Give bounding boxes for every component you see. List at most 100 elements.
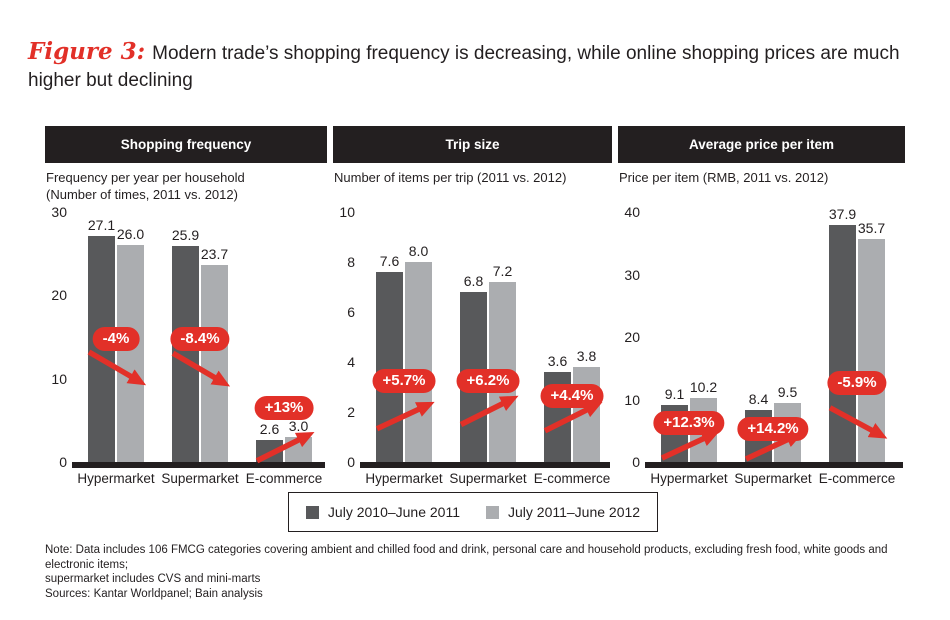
bar-group-supermarket: 6.8 7.2 +6.2%	[456, 212, 520, 462]
bar-s2	[405, 262, 432, 462]
footnotes: Note: Data includes 106 FMCG categories …	[45, 543, 925, 601]
bar-group-hypermarket: 27.1 26.0 -4%	[87, 212, 147, 462]
y-axis-tick: 10	[624, 391, 640, 408]
trend-arrow-icon	[87, 349, 147, 386]
bar-value-label: 3.0	[288, 418, 309, 434]
panel-shopping-frequency: Shopping frequency Frequency per year per…	[45, 126, 327, 498]
note-text: Note: Data includes 106 FMCG categories …	[45, 544, 888, 585]
bar-s1	[376, 272, 403, 462]
y-axis-tick: 0	[59, 454, 67, 470]
bar-value-label: 37.9	[828, 206, 857, 223]
y-axis-tick: 20	[51, 287, 67, 304]
category-label: E-commerce	[245, 471, 323, 486]
sources-text: Sources: Kantar Worldpanel; Bain analysi…	[45, 587, 263, 600]
chart-legend: July 2010–June 2011 July 2011–June 2012	[288, 492, 658, 532]
bar-value-label: 7.2	[492, 263, 513, 279]
y-axis-tick: 40	[624, 204, 640, 220]
category-label: Supermarket	[449, 471, 527, 486]
trend-arrow-icon	[660, 431, 720, 461]
category-label: Hypermarket	[650, 471, 728, 486]
bar-group-e-commerce: 2.6 3.0 +13%	[254, 212, 315, 464]
x-axis-baseline	[360, 462, 610, 468]
bar-value-label: 35.7	[857, 219, 886, 236]
plot-area: 27.1 26.0 -4% Hypermarket 25.9 23.7 -8.4% Super…	[72, 212, 325, 486]
change-badge-increase: +14.2%	[737, 417, 809, 441]
change-badge-increase: +13%	[254, 395, 314, 420]
bar-group-e-commerce: 3.6 3.8 +4.4%	[540, 212, 604, 462]
panel-subtitle: Frequency per year per household (Number…	[46, 170, 245, 202]
y-axis-tick: 20	[624, 329, 640, 345]
chart-area: 0 10 20 30 40 9.1 10.2 +12.3% Hypermarket 8.4 9.5 +…	[618, 204, 905, 492]
y-axis-tick: 0	[347, 454, 355, 470]
y-axis-tick: 8	[347, 254, 355, 270]
legend-item: July 2011–June 2012	[486, 504, 640, 520]
bar-value-label: 10.2	[689, 379, 718, 396]
panel-header: Average price per item	[618, 126, 905, 163]
y-axis-tick: 0	[632, 454, 640, 470]
bar-value-label: 2.6	[259, 421, 280, 438]
panel-trip-size: Trip size Number of items per trip (2011 …	[333, 126, 612, 498]
bar-s1	[829, 225, 856, 462]
bar-value-label: 3.6	[547, 353, 568, 369]
category-label: Supermarket	[161, 471, 239, 486]
bar-value-label: 7.6	[379, 253, 400, 269]
category-label: Supermarket	[734, 471, 812, 486]
chart-area: 0 10 20 30 27.1 26.0 -4% Hypermarket 25.9 23.7 -8.…	[45, 204, 327, 492]
bar-group-supermarket: 8.4 9.5 +14.2%	[737, 212, 809, 462]
change-badge-decrease: -4%	[92, 327, 140, 351]
change-badge-increase: +6.2%	[456, 368, 520, 393]
category-label: E-commerce	[533, 471, 611, 486]
bar-value-label: 9.5	[777, 383, 798, 400]
trend-arrow-icon	[375, 401, 435, 432]
bar-s2	[117, 245, 144, 462]
y-axis-tick: 4	[347, 354, 355, 370]
legend-item: July 2010–June 2011	[305, 504, 460, 520]
trend-arrow-icon	[828, 405, 888, 439]
panel-subtitle: Number of items per trip (2011 vs. 2012)	[334, 170, 567, 185]
y-axis-tick: 30	[51, 204, 67, 220]
legend-swatch-icon	[305, 505, 319, 519]
y-axis-tick: 2	[347, 404, 355, 420]
bar-value-label: 6.8	[463, 273, 484, 289]
change-badge-decrease: -5.9%	[827, 370, 887, 395]
bar-group-hypermarket: 9.1 10.2 +12.3%	[653, 212, 725, 462]
panel-average-price-per-item: Average price per item Price per item (RM…	[618, 126, 905, 498]
plot-area: 9.1 10.2 +12.3% Hypermarket 8.4 9.5 +14.2% Supe…	[645, 206, 903, 486]
y-axis-tick: 6	[347, 304, 355, 320]
trend-arrow-icon	[744, 432, 804, 462]
x-axis-baseline	[72, 462, 325, 468]
category-label: Hypermarket	[365, 471, 443, 486]
trend-arrow-icon	[459, 395, 519, 427]
panel-header: Shopping frequency	[45, 126, 327, 163]
change-badge-increase: +4.4%	[540, 383, 604, 408]
bar-value-label: 25.9	[171, 227, 200, 244]
bar-group-e-commerce: 37.9 35.7 -5.9%	[827, 206, 888, 462]
bar-value-label: 23.7	[200, 245, 229, 262]
panel-header: Trip size	[333, 126, 612, 163]
category-label: E-commerce	[818, 471, 896, 486]
x-axis-baseline	[645, 462, 903, 468]
bar-s2	[201, 264, 228, 462]
figure-number-label: Figure 3:	[28, 38, 146, 65]
category-label: Hypermarket	[77, 471, 155, 486]
y-axis-tick: 10	[51, 370, 67, 387]
bar-group-hypermarket: 7.6 8.0 +5.7%	[372, 212, 436, 462]
bar-value-label: 26.0	[116, 226, 145, 243]
trend-arrow-icon	[543, 401, 603, 434]
y-axis-tick: 10	[339, 204, 355, 220]
figure-title-text: Modern trade’s shopping frequency is dec…	[28, 43, 900, 91]
bar-value-label: 27.1	[87, 217, 116, 234]
panel-subtitle: Price per item (RMB, 2011 vs. 2012)	[619, 170, 829, 185]
legend-swatch-icon	[486, 505, 499, 519]
plot-area: 7.6 8.0 +5.7% Hypermarket 6.8 7.2 +6.2% Superma…	[360, 212, 610, 486]
legend-label: July 2011–June 2012	[508, 504, 641, 520]
bar-value-label: 9.1	[664, 386, 685, 403]
legend-label: July 2010–June 2011	[327, 504, 460, 520]
change-badge-increase: +5.7%	[372, 368, 436, 393]
change-badge-decrease: -8.4%	[170, 327, 230, 351]
change-badge-increase: +12.3%	[653, 410, 725, 435]
bar-group-supermarket: 25.9 23.7 -8.4%	[170, 212, 231, 462]
y-axis-tick: 30	[624, 266, 640, 283]
figure-title: Figure 3: Modern trade’s shopping frequen…	[28, 38, 924, 94]
bar-value-label: 8.0	[408, 243, 429, 259]
